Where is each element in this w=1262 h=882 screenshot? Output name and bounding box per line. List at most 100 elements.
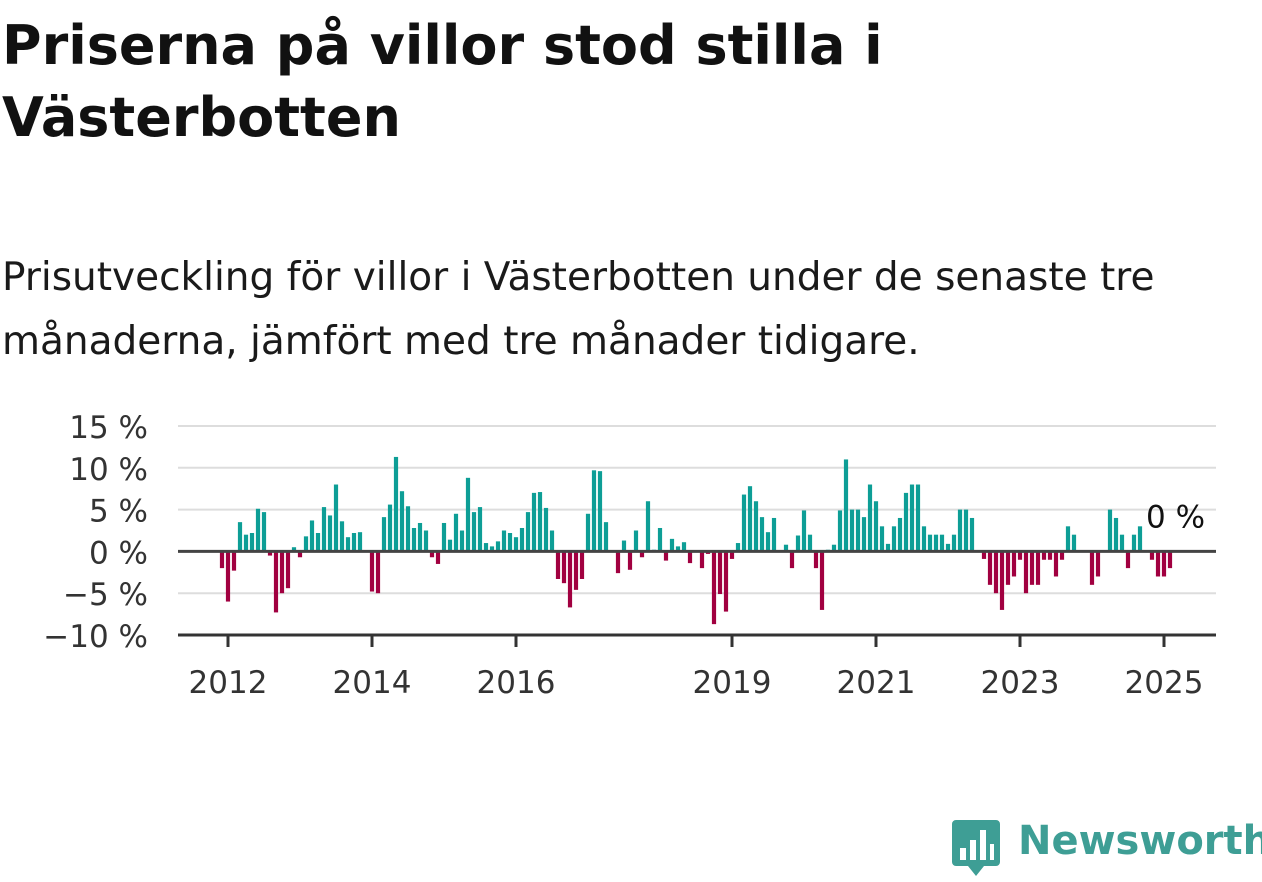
y-tick-label: 15 % <box>69 410 148 446</box>
bar <box>243 534 249 552</box>
x-tick-label: 2025 <box>1125 665 1204 701</box>
bar <box>903 492 909 552</box>
x-tick-label: 2014 <box>333 665 412 701</box>
bar <box>465 477 471 552</box>
bar <box>1071 534 1077 552</box>
bar <box>1119 534 1125 552</box>
bar <box>429 551 435 558</box>
bar <box>573 551 579 590</box>
bar <box>1023 551 1029 594</box>
bar <box>567 551 573 608</box>
bar <box>807 534 813 552</box>
bar <box>369 551 375 592</box>
bar <box>549 530 555 552</box>
bar <box>933 534 939 552</box>
bar-chart-speech-bubble-icon <box>952 820 1000 876</box>
bar <box>339 521 345 552</box>
bar <box>219 551 225 569</box>
bar <box>987 551 993 585</box>
bar <box>261 512 267 552</box>
bar <box>279 551 285 594</box>
bar <box>303 536 309 552</box>
bar <box>249 533 255 552</box>
bar <box>495 541 501 552</box>
bar <box>687 551 693 564</box>
y-tick-label: 5 % <box>89 494 148 530</box>
bar <box>1155 551 1161 577</box>
bar <box>729 551 735 559</box>
bar <box>585 513 591 552</box>
bar <box>1017 551 1023 560</box>
bar <box>393 456 399 552</box>
bar <box>879 526 885 552</box>
bar <box>759 517 765 552</box>
bar <box>237 522 243 552</box>
bar <box>273 551 279 613</box>
bar <box>297 551 303 558</box>
x-tick-label: 2023 <box>981 665 1060 701</box>
bar <box>525 512 531 552</box>
bar <box>699 551 705 569</box>
bar <box>507 533 513 552</box>
bar <box>387 504 393 552</box>
bar <box>441 522 447 552</box>
bar <box>603 522 609 552</box>
y-tick-label: −5 % <box>63 577 148 613</box>
bar <box>357 532 363 552</box>
bar <box>501 530 507 552</box>
bar <box>1059 551 1065 560</box>
bar-chart: 15 % 10 % 5 % 0 % −5 % −10 % 2012 2014 2016 2019 2… <box>43 410 1216 701</box>
bar <box>471 512 477 552</box>
bar <box>375 551 381 594</box>
bar <box>579 551 585 579</box>
end-value-label: 0 % <box>1146 500 1205 536</box>
bar <box>417 522 423 552</box>
axis-labels: 15 % 10 % 5 % 0 % −5 % −10 % 2012 2014 2016 2019 2… <box>43 410 1205 701</box>
brand-name: Newsworthy <box>1018 818 1262 864</box>
bar <box>855 509 861 552</box>
bar <box>333 484 339 552</box>
bar <box>1161 551 1167 577</box>
bar <box>741 494 747 552</box>
bar <box>1107 509 1113 552</box>
bar <box>477 507 483 552</box>
bar <box>969 517 975 552</box>
bar <box>891 526 897 552</box>
x-tick-label: 2019 <box>693 665 772 701</box>
bar <box>681 542 687 552</box>
grid-lines <box>178 425 1216 595</box>
bar <box>837 510 843 552</box>
bar <box>555 551 561 579</box>
bar <box>1149 551 1155 560</box>
bar <box>345 537 351 552</box>
bar <box>255 508 261 552</box>
bar <box>783 544 789 552</box>
bar <box>291 547 297 552</box>
bar <box>909 484 915 552</box>
bar <box>999 551 1005 610</box>
chart-title: Priserna på villor stod stilla i Västerb… <box>2 14 883 149</box>
bar <box>675 546 681 552</box>
bar <box>735 543 741 552</box>
bar <box>1125 551 1131 569</box>
bar <box>753 501 759 552</box>
bar <box>849 509 855 552</box>
x-tick-label: 2016 <box>477 665 556 701</box>
bar <box>801 510 807 552</box>
bar <box>1137 526 1143 552</box>
bar <box>231 551 237 571</box>
y-tick-label: −10 % <box>43 619 148 655</box>
bar <box>819 551 825 610</box>
bar <box>1113 517 1119 552</box>
bar <box>963 509 969 552</box>
bar <box>321 507 327 552</box>
bar <box>633 530 639 552</box>
x-tick-label: 2021 <box>837 665 916 701</box>
bar <box>861 517 867 552</box>
bar <box>531 492 537 552</box>
bar <box>747 486 753 552</box>
bar <box>399 491 405 552</box>
bar <box>717 551 723 595</box>
bars <box>219 456 1173 625</box>
bar <box>927 534 933 552</box>
